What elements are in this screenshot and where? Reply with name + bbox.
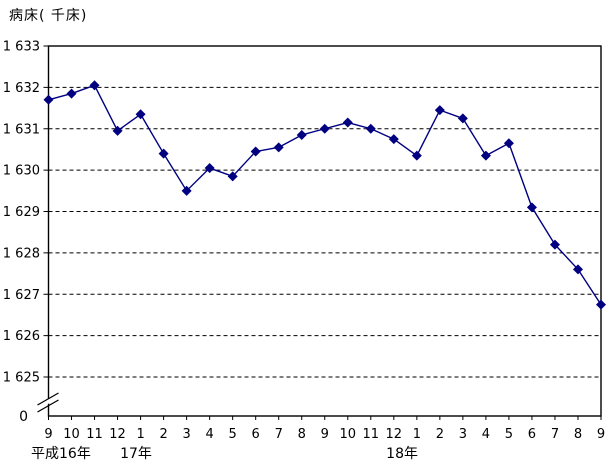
y-tick-label: 1 628	[3, 246, 40, 261]
era-label: 17年	[120, 446, 152, 461]
x-tick-label: 3	[182, 427, 190, 442]
era-label: 18年	[386, 446, 418, 461]
data-point-marker	[572, 264, 583, 275]
x-tick-label: 8	[298, 427, 306, 442]
x-tick-label: 11	[363, 427, 380, 442]
x-tick-label: 3	[459, 427, 467, 442]
x-tick-label: 6	[528, 427, 536, 442]
x-tick-label: 9	[44, 427, 52, 442]
data-point-marker	[89, 80, 100, 91]
x-tick-label: 7	[551, 427, 559, 442]
data-point-marker	[66, 88, 77, 99]
data-point-marker	[250, 146, 261, 157]
data-point-marker	[112, 125, 123, 136]
x-tick-label: 10	[63, 427, 80, 442]
data-point-marker	[158, 148, 169, 159]
x-tick-label: 4	[482, 427, 490, 442]
x-tick-label: 4	[206, 427, 214, 442]
data-point-marker	[595, 299, 607, 310]
x-tick-label: 5	[229, 427, 237, 442]
data-point-marker	[503, 138, 514, 149]
data-point-marker	[204, 163, 215, 174]
axis-break-icon	[37, 399, 59, 413]
data-point-marker	[273, 142, 284, 153]
x-tick-label: 1	[413, 427, 421, 442]
x-tick-label: 9	[321, 427, 329, 442]
y-tick-label: 1 626	[3, 329, 40, 344]
x-tick-label: 12	[109, 427, 126, 442]
data-point-marker	[135, 109, 146, 120]
origin-label: 0	[19, 409, 28, 425]
y-tick-label: 1 630	[3, 164, 40, 179]
y-tick-label: 1 625	[3, 371, 40, 386]
data-point-marker	[549, 239, 560, 250]
plot-frame	[47, 45, 602, 417]
x-tick-label: 2	[159, 427, 167, 442]
y-tick-label: 1 631	[3, 122, 40, 137]
data-point-marker	[342, 117, 353, 128]
x-tick-label: 9	[597, 427, 605, 442]
x-tick-label: 2	[436, 427, 444, 442]
y-axis-unit-label: 病床( 千床)	[9, 8, 88, 24]
data-point-marker	[365, 123, 376, 134]
data-point-marker	[526, 202, 537, 213]
data-point-marker	[181, 185, 192, 196]
y-tick-label: 1 627	[3, 288, 40, 303]
axis-break-icon	[37, 392, 59, 406]
trend-line	[48, 84, 602, 305]
x-tick-label: 1	[136, 427, 144, 442]
x-tick-label: 5	[505, 427, 513, 442]
data-point-marker	[319, 123, 330, 134]
era-label: 平成16年	[31, 446, 91, 461]
data-point-marker	[480, 150, 491, 161]
y-tick-label: 1 633	[3, 40, 40, 55]
y-tick-label: 1 629	[3, 205, 40, 220]
x-tick-label: 6	[252, 427, 260, 442]
data-point-marker	[227, 171, 238, 182]
data-point-marker	[388, 134, 399, 145]
data-point-marker	[43, 94, 54, 105]
x-tick-label: 12	[386, 427, 403, 442]
data-point-marker	[434, 105, 445, 116]
x-tick-label: 11	[86, 427, 103, 442]
data-point-marker	[296, 129, 307, 140]
x-tick-label: 8	[574, 427, 582, 442]
x-tick-label: 7	[275, 427, 283, 442]
data-point-marker	[457, 113, 468, 124]
data-point-marker	[411, 150, 422, 161]
x-tick-label: 10	[339, 427, 356, 442]
y-tick-label: 1 632	[3, 81, 40, 96]
axis-break-mask	[37, 393, 59, 410]
